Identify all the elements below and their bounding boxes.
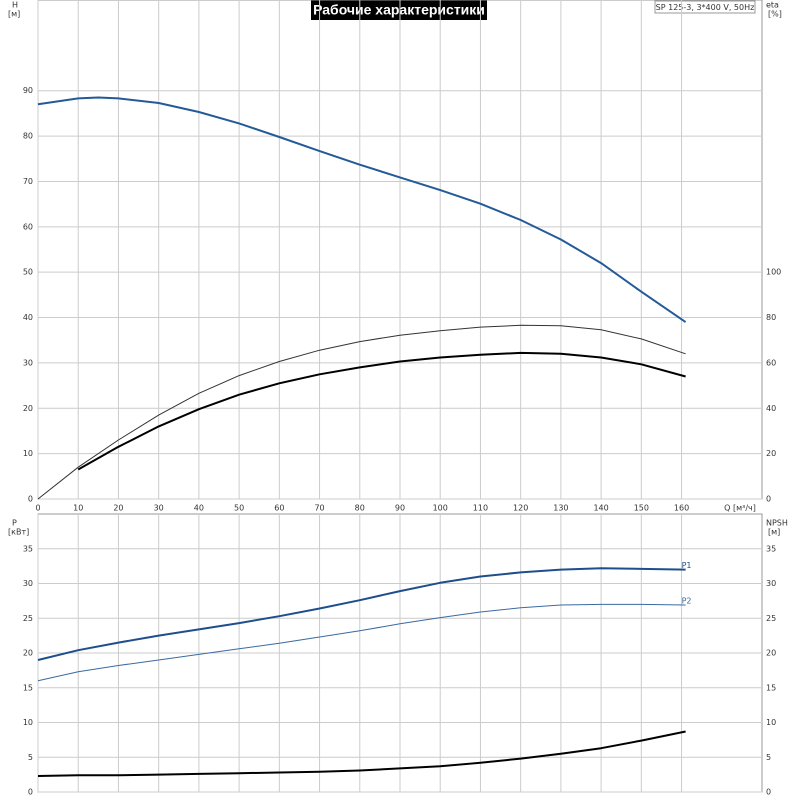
x-tick-label: 110 bbox=[473, 504, 488, 513]
y-tick-label: 20 bbox=[23, 649, 33, 658]
y-label: H bbox=[12, 1, 18, 10]
y2-tick-label: 10 bbox=[766, 718, 776, 727]
y-tick-label: 15 bbox=[23, 683, 33, 692]
x-tick-label: 130 bbox=[553, 504, 568, 513]
x-tick-label: 40 bbox=[194, 504, 204, 513]
y2-tick-label: 25 bbox=[766, 614, 776, 623]
y2-label: eta bbox=[766, 1, 779, 10]
y2-unit: [%] bbox=[768, 10, 782, 19]
x-label: Q [м³/ч] bbox=[724, 504, 756, 513]
y-tick-label: 60 bbox=[23, 222, 33, 231]
y-tick-label: 80 bbox=[23, 132, 33, 141]
x-tick-label: 140 bbox=[593, 504, 608, 513]
y-tick-label: 10 bbox=[23, 718, 33, 727]
y-label: P bbox=[12, 519, 17, 528]
y-tick-label: 70 bbox=[23, 177, 33, 186]
y2-tick-label: 30 bbox=[766, 579, 776, 588]
y-tick-label: 30 bbox=[23, 358, 33, 367]
curve bbox=[37, 96, 687, 323]
y-tick-label: 25 bbox=[23, 614, 33, 623]
y2-unit: [м] bbox=[768, 528, 780, 537]
x-tick-label: 70 bbox=[314, 504, 324, 513]
y-tick-label: 20 bbox=[23, 404, 33, 413]
x-tick-label: 150 bbox=[634, 504, 649, 513]
y2-tick-label: 5 bbox=[766, 753, 771, 762]
y2-tick-label: 40 bbox=[766, 404, 776, 413]
y-tick-label: 10 bbox=[23, 449, 33, 458]
curve bbox=[37, 603, 686, 682]
x-tick-label: 90 bbox=[395, 504, 405, 513]
y-unit: [м] bbox=[8, 10, 20, 19]
curve bbox=[37, 730, 686, 777]
y-tick-label: 0 bbox=[28, 788, 33, 797]
y2-tick-label: 80 bbox=[766, 313, 776, 322]
y-tick-label: 0 bbox=[28, 495, 33, 504]
y-tick-label: 30 bbox=[23, 579, 33, 588]
curve bbox=[37, 567, 686, 661]
x-tick-label: 120 bbox=[513, 504, 528, 513]
y2-tick-label: 35 bbox=[766, 544, 776, 553]
curve bbox=[37, 324, 686, 500]
y2-tick-label: 100 bbox=[766, 268, 781, 277]
y2-tick-label: 60 bbox=[766, 358, 776, 367]
x-tick-label: 160 bbox=[674, 504, 689, 513]
y-tick-label: 50 bbox=[23, 268, 33, 277]
title: Рабочие характеристики bbox=[313, 2, 485, 18]
y2-tick-label: 0 bbox=[766, 495, 771, 504]
y2-tick-label: 15 bbox=[766, 683, 776, 692]
y2-tick-label: 0 bbox=[766, 788, 771, 797]
x-tick-label: 50 bbox=[234, 504, 244, 513]
y-tick-label: 35 bbox=[23, 544, 33, 553]
box-label: SP 125-3, 3*400 V, 50Hz bbox=[656, 3, 755, 12]
x-tick-label: 30 bbox=[154, 504, 164, 513]
x-tick-label: 80 bbox=[355, 504, 365, 513]
y-tick-label: 5 bbox=[28, 753, 33, 762]
y-unit: [кВт] bbox=[8, 528, 29, 537]
curve bbox=[77, 351, 686, 471]
x-tick-label: 0 bbox=[35, 504, 40, 513]
series-label: P2 bbox=[682, 597, 692, 606]
series-label: P1 bbox=[682, 561, 692, 570]
y2-label: NPSH bbox=[766, 519, 788, 528]
x-tick-label: 10 bbox=[73, 504, 83, 513]
x-tick-label: 100 bbox=[433, 504, 448, 513]
title-background bbox=[311, 0, 487, 20]
y-tick-label: 40 bbox=[23, 313, 33, 322]
y-tick-label: 90 bbox=[23, 86, 33, 95]
x-tick-label: 60 bbox=[274, 504, 284, 513]
box-label-frame bbox=[654, 0, 756, 14]
y2-tick-label: 20 bbox=[766, 449, 776, 458]
y2-tick-label: 20 bbox=[766, 649, 776, 658]
x-tick-label: 20 bbox=[113, 504, 123, 513]
